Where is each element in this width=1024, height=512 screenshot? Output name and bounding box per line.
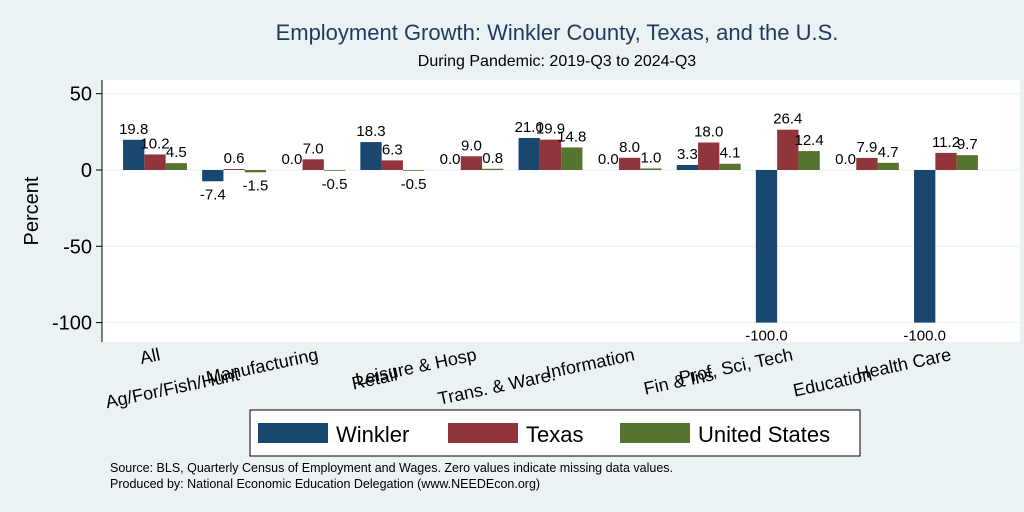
data-label: -100.0 [745,328,788,345]
data-label: -1.5 [242,177,268,194]
bar-texas [698,142,720,170]
x-tick-label: Trans. & Ware. [436,364,557,408]
data-label: 0.6 [224,150,245,167]
data-label: 18.0 [694,124,723,141]
bar-texas [460,156,483,170]
y-axis-label: Percent [21,176,43,245]
bar-united-states [798,151,820,170]
data-label: 0.0 [440,151,461,168]
legend-label: Texas [526,422,583,447]
legend-label: Winkler [336,422,409,447]
data-labels: 19.810.24.5-7.40.6-1.50.07.0-0.518.36.3-… [119,111,978,345]
bar-texas [144,154,166,170]
data-label: 8.0 [619,139,640,156]
bar-winkler [518,137,540,170]
bar-texas [856,157,878,170]
bar-united-states [323,170,346,171]
data-label: -0.5 [401,176,427,193]
bar-winkler [914,170,936,323]
y-tick-label: 0 [81,160,92,182]
bar-united-states [402,170,425,171]
data-label: -7.4 [200,186,226,203]
data-label: 7.9 [856,139,877,156]
data-label: 19.9 [536,121,565,138]
producer-note: Produced by: National Economic Education… [110,477,540,491]
bar-winkler [676,164,699,170]
bar-united-states [719,163,741,170]
bar-united-states [561,147,583,170]
bar-texas [777,129,799,170]
x-tick-label: Health Care [855,344,953,384]
data-label: 4.1 [720,145,741,162]
data-label: 19.8 [119,121,148,138]
bar-united-states [877,162,899,170]
data-label: 11.2 [932,134,960,151]
y-tick-label: -50 [63,236,92,258]
data-label: 12.4 [794,132,823,149]
bar-united-states [482,168,504,170]
legend: Winkler Texas United States [249,409,861,457]
data-label: 0.0 [835,151,856,168]
data-label: -100.0 [903,328,946,345]
data-label: 7.0 [303,140,324,157]
y-tick-label: -100 [52,313,92,335]
data-label: 0.8 [482,150,503,167]
data-label: 9.7 [957,136,978,153]
legend-swatch [448,423,518,443]
source-note: Source: BLS, Quarterly Census of Employm… [110,461,673,475]
chart-title: Employment Growth: Winkler County, Texas… [276,20,839,45]
legend-swatch [258,423,328,443]
x-tick-label: All [138,344,162,368]
data-label: 0.0 [281,151,302,168]
y-tick-label: 50 [70,84,92,106]
data-label: 18.3 [356,123,385,140]
legend-box [249,409,861,457]
x-tick-label: Prof, Sci, Tech [677,344,794,388]
bar-texas [302,159,324,170]
bar-texas [223,169,245,170]
data-label: 9.0 [461,137,482,154]
legend-swatch [620,423,690,443]
plot-area [102,80,1020,342]
x-tick-label: Information [544,344,636,382]
chart-subtitle: During Pandemic: 2019-Q3 to 2024-Q3 [418,53,696,70]
bar-winkler [123,139,145,170]
bar-winkler [202,170,224,182]
bar-united-states [244,170,267,173]
x-tick-label: Manufacturing [204,344,320,387]
bar-winkler [360,142,382,170]
data-label: 6.3 [382,141,403,158]
bar-united-states [956,155,978,170]
bar-texas [935,152,957,170]
data-label: 4.5 [166,144,187,161]
data-label: 14.8 [557,128,586,145]
bar-united-states [640,168,662,170]
y-axis-ticks: 50 0 -50 -100 [52,80,103,342]
bar-texas [381,160,403,170]
data-label: 21.0 [515,119,544,136]
data-label: 0.0 [598,151,619,168]
data-label: 4.7 [878,144,899,161]
data-label: 26.4 [773,111,802,128]
data-label: 1.0 [640,149,661,166]
bar-texas [618,157,641,170]
bar-united-states [165,163,187,170]
x-tick-label: Leisure & Hosp [354,344,479,389]
bar-winkler [755,170,778,323]
bars [123,129,978,323]
data-label: 3.3 [677,146,698,163]
data-label: 10.2 [140,135,169,152]
bar-texas [539,139,562,170]
data-label: -0.5 [322,176,348,193]
legend-label: United States [698,422,830,447]
